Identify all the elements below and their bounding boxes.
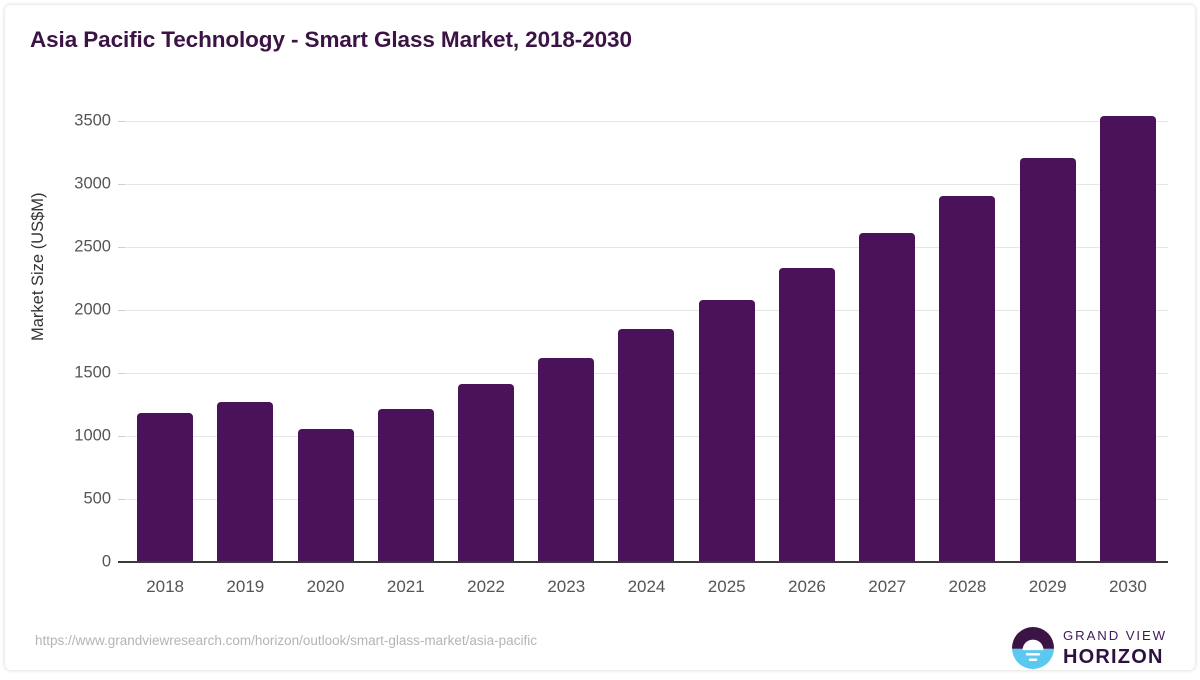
bar-slot (526, 121, 606, 562)
y-tick-mark (118, 183, 125, 185)
gridline (125, 183, 1168, 185)
bar-slot (927, 121, 1007, 562)
y-tick-mark (118, 309, 125, 311)
bar-slot (366, 121, 446, 562)
bar[interactable] (618, 329, 675, 562)
source-url[interactable]: https://www.grandviewresearch.com/horizo… (35, 633, 537, 648)
x-tick-label: 2026 (788, 576, 826, 596)
x-tick-label: 2030 (1108, 576, 1147, 596)
chart-title: Asia Pacific Technology - Smart Glass Ma… (30, 27, 632, 52)
x-axis-line (118, 561, 1168, 563)
y-tick-mark (118, 498, 125, 500)
bar-slot (1088, 116, 1168, 562)
bar-slot (205, 121, 285, 562)
y-tick-mark (118, 372, 125, 374)
chart-card: Asia Pacific Technology - Smart Glass Ma… (5, 5, 1195, 670)
logo-wordmark: GRAND VIEW HORIZON (1063, 629, 1167, 666)
bar[interactable] (137, 413, 194, 562)
horizon-circle-icon (1012, 627, 1054, 669)
x-tick-label: 2023 (547, 576, 586, 596)
x-tick-label: 2024 (627, 576, 666, 596)
grand-view-horizon-logo: GRAND VIEW HORIZON (1012, 627, 1167, 669)
bar[interactable] (217, 402, 274, 562)
y-tick-mark (118, 435, 125, 437)
bar[interactable] (1019, 157, 1076, 562)
bar-slot (285, 121, 365, 562)
bar[interactable] (538, 358, 595, 562)
bar[interactable] (1099, 116, 1156, 562)
bar-slot (1008, 121, 1088, 562)
bar[interactable] (778, 268, 835, 562)
x-tick-label: 2025 (707, 576, 746, 596)
bar[interactable] (458, 384, 515, 562)
bar-slot (606, 121, 686, 562)
bar[interactable] (297, 429, 354, 562)
y-tick-label: 1000 (74, 426, 111, 445)
logo-line-grand-view: GRAND VIEW (1063, 628, 1167, 644)
gridline (125, 309, 1168, 311)
x-tick-label: 2022 (467, 576, 505, 596)
bar[interactable] (377, 408, 434, 562)
y-tick-label: 3500 (74, 111, 111, 130)
bar-slot (847, 121, 927, 562)
bar-slot (125, 121, 205, 562)
x-tick-label: 2019 (226, 576, 265, 596)
bar[interactable] (859, 232, 916, 562)
y-tick-label: 2000 (74, 300, 111, 319)
y-tick-mark (118, 120, 125, 122)
y-tick-label: 500 (83, 489, 111, 508)
bar-slot (767, 121, 847, 562)
y-tick-label: 2500 (74, 237, 111, 256)
gridline (125, 120, 1168, 122)
x-tick-label: 2028 (948, 576, 987, 596)
bar-slot (687, 121, 767, 562)
x-tick-label: 2020 (306, 576, 345, 596)
y-tick-label: 0 (101, 552, 111, 571)
y-tick-label: 3000 (74, 174, 111, 193)
x-tick-label: 2021 (386, 576, 425, 596)
bar-slot (446, 121, 526, 562)
bar[interactable] (698, 300, 755, 562)
bar[interactable] (939, 196, 996, 562)
logo-line-horizon: HORIZON (1063, 645, 1164, 668)
x-tick-label: 2018 (146, 576, 185, 596)
x-tick-label: 2029 (1028, 576, 1067, 596)
gridline (125, 246, 1168, 248)
x-tick-label: 2027 (868, 576, 907, 596)
y-tick-label: 1500 (74, 363, 111, 382)
plot-area: 0 500 1000 1500 2000 2500 3000 3500 2018 2019 202… (74, 111, 1168, 596)
y-tick-mark (118, 246, 125, 248)
